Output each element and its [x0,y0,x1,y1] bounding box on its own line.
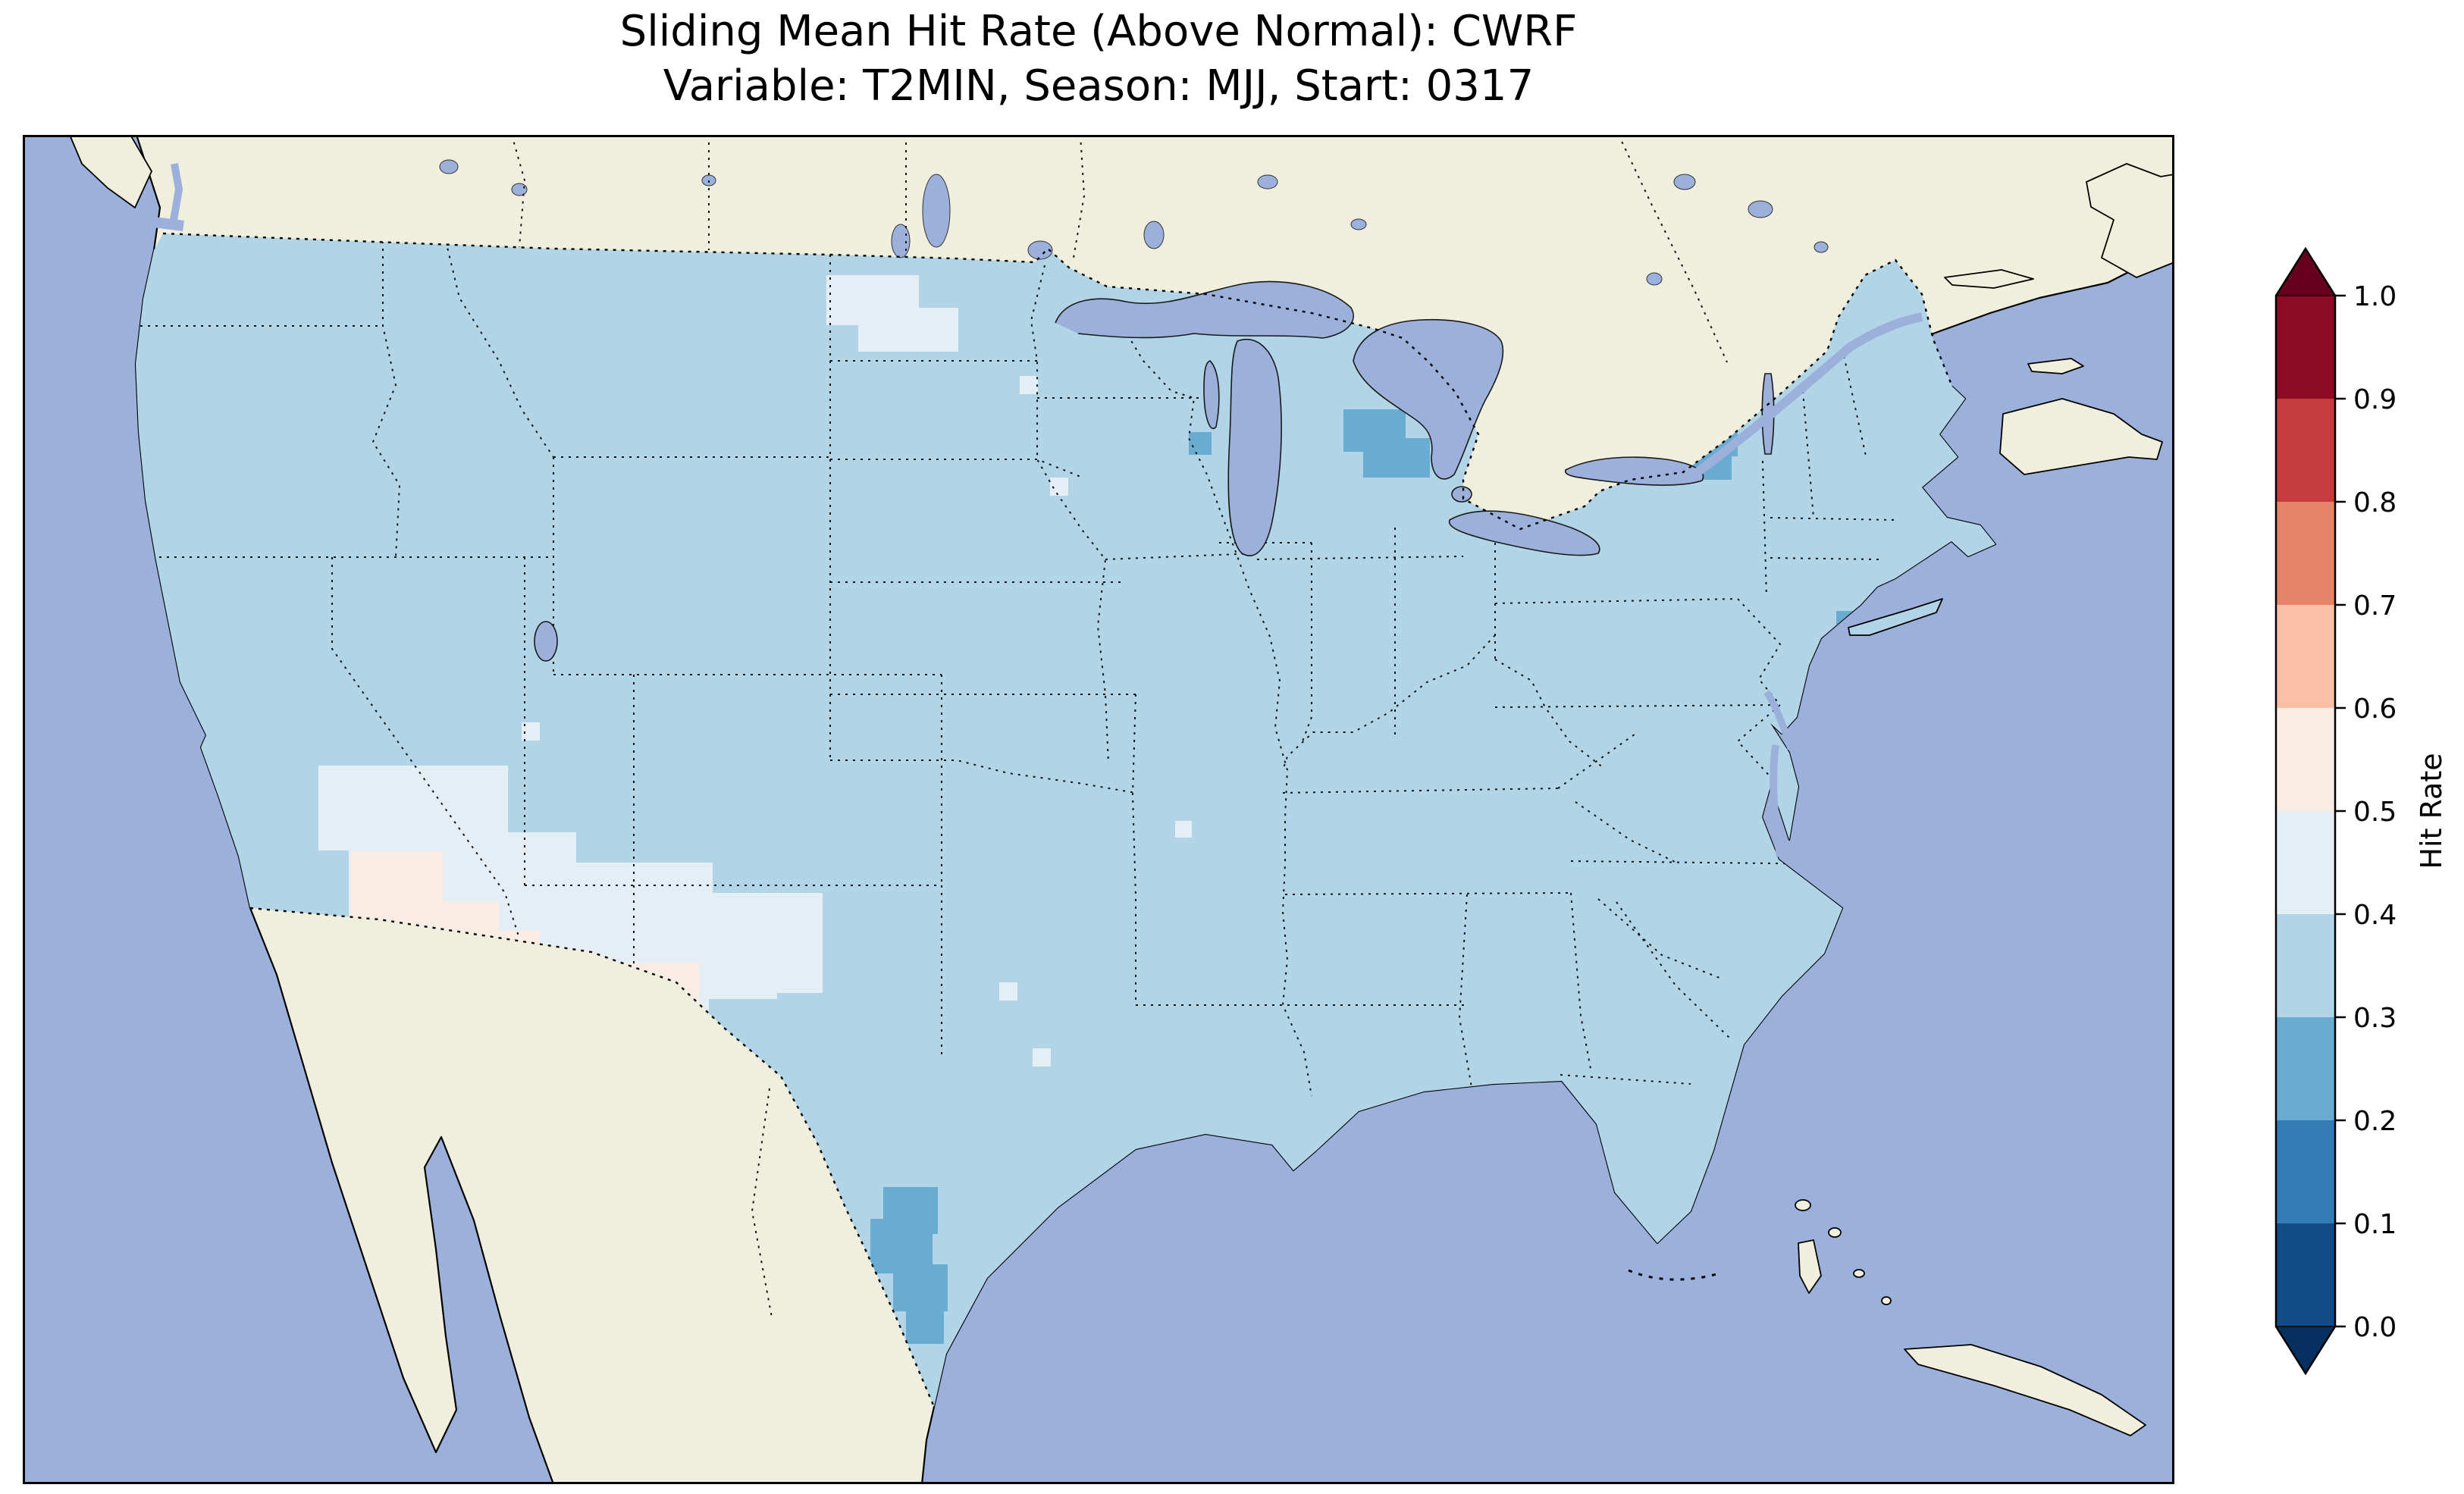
canada-lakes [439,159,1829,286]
rivers-and-bays [134,163,1923,857]
bahamas-island [1828,1227,1842,1238]
colorbar-tick-label: 0.8 [2353,487,2397,518]
title-line-1: Sliding Mean Hit Rate (Above Normal): CW… [619,7,1578,56]
delaware-bay [1763,690,1795,750]
colorbar-tick-label: 0.4 [2353,900,2397,931]
st-lawrence-river [1691,312,1923,478]
colorbar-bin [2276,1223,2335,1326]
colorbar-bin [2276,708,2335,811]
colorbar-tick-label: 0.2 [2353,1106,2397,1137]
colorbar-tick-label: 0.3 [2353,1003,2397,1034]
colorbar-bin [2276,502,2335,605]
vancouver-island [69,135,152,208]
colorbar-tick-label: 0.5 [2353,797,2397,828]
lake-michigan [1227,338,1282,556]
colorbar-extend-above [2276,249,2335,296]
colorbar-bin [2276,914,2335,1017]
international-borders [162,232,1954,1408]
title-line-2: Variable: T2MIN, Season: MJJ, Start: 031… [663,61,1535,111]
colorbar-tick-label: 0.1 [2353,1209,2397,1240]
prince-edward-island [2027,358,2084,374]
colorbar-bins [2276,296,2335,1326]
colorbar: 1.0 0.9 0.8 0.7 0.6 0.5 0.4 0.3 0.2 0.1 0.0 Hit Ra… [2274,247,2448,1376]
strait-of-juan-de-fuca [134,215,184,231]
colorbar-bin [2276,1120,2335,1223]
chesapeake-bay [1770,744,1784,857]
lake-superior [1055,280,1354,339]
nova-scotia [1999,398,2163,475]
us-mexico-border [249,907,936,1408]
florida-keys [1628,1269,1720,1281]
colorbar-axis-label: Hit Rate [2415,753,2448,869]
anticosti-island [1944,269,2034,289]
state-borders [136,240,1898,1097]
colorbar-bin [2276,296,2335,399]
colorbar-tick-label: 0.7 [2353,590,2397,622]
bahamas-island [1881,1296,1892,1305]
colorbar-ticks: 1.0 0.9 0.8 0.7 0.6 0.5 0.4 0.3 0.2 0.1 0.0 [2335,281,2397,1343]
cuba [1904,1344,2146,1436]
map-frame [23,135,2174,1484]
bahamas-island [1853,1269,1865,1278]
colorbar-bin [2276,811,2335,914]
colorbar-extend-below [2276,1326,2335,1373]
lake-erie [1448,510,1600,556]
andros-island [1798,1239,1822,1294]
colorbar-tick-label: 0.9 [2353,384,2397,415]
colorbar-bin [2276,605,2335,708]
bahamas-island [1795,1199,1811,1211]
map-panel [23,135,2174,1484]
puget-sound [169,163,183,225]
newfoundland [2086,163,2174,278]
colorbar-bin [2276,399,2335,502]
great-salt-lake [534,621,558,662]
colorbar-tick-label: 0.0 [2353,1312,2397,1343]
colorbar-tick-label: 0.6 [2353,694,2397,725]
canada-mexico-admin-borders [511,135,1728,1318]
colorbar-bin [2276,1017,2335,1120]
lake-ontario [1565,456,1704,486]
islands [69,135,2174,1436]
long-island [1848,598,1943,636]
green-bay [1203,360,1220,429]
lake-st-clair [1451,486,1472,503]
figure-title: Sliding Mean Hit Rate (Above Normal): CW… [23,5,2174,113]
colorbar-tick-label: 1.0 [2353,281,2397,312]
us-canada-border [162,232,1954,531]
